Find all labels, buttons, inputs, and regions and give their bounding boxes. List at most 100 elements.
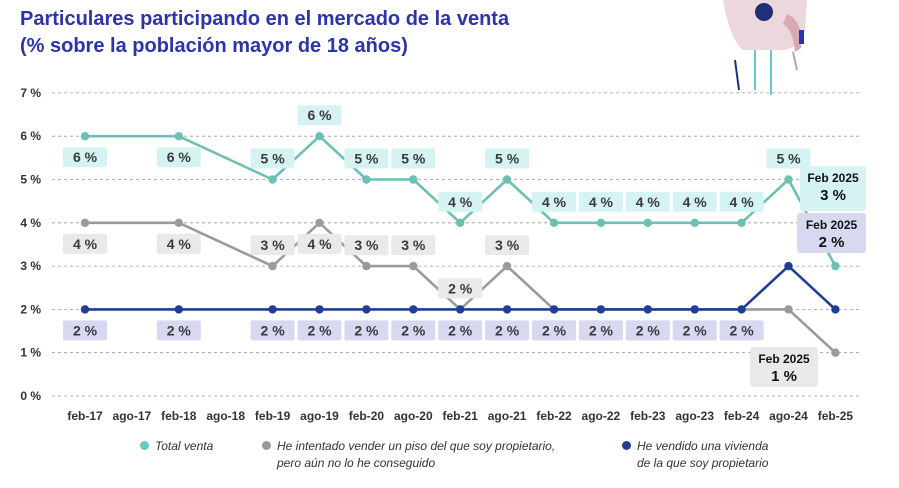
data-label-bg	[344, 320, 389, 341]
data-label-bg	[719, 320, 764, 341]
data-label-total-venta: 4 %	[625, 191, 670, 212]
data-label-bg	[297, 105, 342, 126]
data-label-text: 2 %	[401, 322, 426, 338]
data-label-text: 6 %	[167, 149, 192, 165]
legend-item-intentado-vender: He intentado vender un piso del que soy …	[262, 438, 555, 472]
data-point-intentado-vender	[362, 261, 371, 271]
data-label-text: 4 %	[167, 236, 192, 252]
data-label-bg	[532, 320, 576, 341]
data-point-intentado-vender	[409, 261, 418, 271]
data-label-text: 5 %	[261, 151, 286, 167]
data-label-vendido-vivienda: 2 %	[672, 320, 717, 341]
data-label-text: 5 %	[776, 151, 801, 167]
data-label-text: 4 %	[542, 194, 567, 210]
data-point-intentado-vender	[315, 218, 324, 227]
data-point-vendido-vivienda	[315, 305, 324, 314]
x-tick-label: feb-23	[630, 409, 666, 423]
y-tick-label: 2 %	[20, 302, 41, 316]
x-tick-label: ago-20	[394, 409, 433, 423]
data-label-text: 4 %	[589, 194, 614, 210]
data-label-text: 4 %	[73, 236, 98, 252]
data-label-text: 6 %	[307, 107, 332, 123]
data-point-vendido-vivienda	[690, 305, 699, 314]
data-label-intentado-vender: 3 %	[250, 235, 295, 256]
data-label-total-venta: 6 %	[297, 105, 342, 126]
data-label-text: 3 %	[495, 237, 520, 253]
chart-title-line1: Particulares participando en el mercado …	[20, 8, 510, 30]
data-label-vendido-vivienda: 2 %	[391, 320, 436, 341]
legend-label-intentado-vender: He intentado vender un piso del que soy …	[277, 438, 555, 472]
x-tick-label: ago-21	[488, 409, 527, 423]
y-tick-label: 5 %	[20, 173, 41, 187]
data-label-text: 2 %	[730, 322, 755, 338]
data-label-bg	[485, 148, 530, 169]
person-illustration	[723, 0, 807, 95]
data-point-total-venta	[174, 132, 183, 141]
data-label-text: 2 %	[261, 322, 286, 338]
x-tick-label: feb-22	[536, 409, 572, 423]
legend-label-vendido-vivienda-line1: He vendido una vivienda	[637, 439, 769, 453]
data-label-text: 5 %	[354, 151, 379, 167]
data-label-bg	[578, 320, 623, 341]
data-label-bg	[391, 148, 436, 169]
data-point-total-venta	[784, 175, 793, 184]
annotation-bg	[800, 166, 866, 211]
data-label-bg	[156, 233, 201, 254]
data-label-bg	[438, 191, 483, 212]
data-label-total-venta: 5 %	[391, 148, 436, 169]
data-label-intentado-vender: 4 %	[63, 233, 107, 254]
data-label-total-venta: 4 %	[578, 191, 623, 212]
data-label-bg	[156, 147, 201, 168]
legend-label-total-venta: Total venta	[155, 439, 214, 453]
data-label-bg	[63, 320, 107, 341]
data-label-vendido-vivienda: 2 %	[250, 320, 295, 341]
data-label-text: 3 %	[354, 237, 379, 253]
y-tick-label: 4 %	[20, 216, 41, 230]
data-label-total-venta: 5 %	[766, 148, 811, 169]
data-point-vendido-vivienda	[268, 305, 277, 314]
data-point-vendido-vivienda	[831, 305, 840, 314]
data-label-text: 2 %	[589, 322, 614, 338]
annotation-total-venta: Feb 2025 3 %	[800, 166, 866, 211]
data-point-vendido-vivienda	[502, 305, 512, 314]
data-label-vendido-vivienda: 2 %	[719, 320, 764, 341]
data-label-vendido-vivienda: 2 %	[532, 320, 576, 341]
annotation-value: 2 %	[819, 234, 845, 251]
data-point-vendido-vivienda	[362, 305, 371, 314]
data-label-bg	[672, 320, 717, 341]
data-label-bg	[766, 148, 811, 169]
annotation-title: Feb 2025	[806, 218, 858, 232]
data-label-text: 2 %	[73, 322, 98, 338]
data-label-vendido-vivienda: 2 %	[63, 320, 107, 341]
data-label-vendido-vivienda: 2 %	[156, 320, 201, 341]
legend-label-vendido-vivienda: He vendido una vivienda de la que soy pr…	[637, 438, 768, 472]
data-label-bg	[485, 320, 530, 341]
data-label-bg	[391, 235, 436, 256]
data-point-total-venta	[362, 175, 371, 184]
data-label-text: 2 %	[495, 322, 520, 338]
data-label-text: 4 %	[448, 194, 473, 210]
data-label-vendido-vivienda: 2 %	[344, 320, 389, 341]
data-label-intentado-vender: 3 %	[344, 235, 389, 256]
data-label-text: 2 %	[683, 322, 708, 338]
data-label-bg	[625, 191, 670, 212]
x-tick-label: feb-25	[818, 409, 854, 423]
data-point-vendido-vivienda	[596, 305, 606, 314]
legend-item-vendido-vivienda: He vendido una vivienda de la que soy pr…	[622, 438, 768, 472]
data-point-total-venta	[456, 218, 465, 227]
data-label-text: 2 %	[448, 322, 473, 338]
data-label-text: 2 %	[542, 322, 567, 338]
y-axis-ticks: 0 % 1 % 2 % 3 % 4 % 5 % 6 % 7 %	[20, 86, 41, 403]
data-point-total-venta	[80, 132, 90, 141]
data-point-intentado-vender	[268, 261, 277, 271]
annotation-bg	[797, 213, 866, 253]
legend-item-total-venta: Total venta	[140, 438, 213, 455]
legend-marker-vendido-vivienda	[622, 441, 631, 450]
data-label-bg	[672, 191, 717, 212]
chart-grid	[52, 92, 862, 397]
data-labels: 6 % 6 % 5 % 6 % 5 % 5 % 4 % 5 % 4 % 4 % 4 % 4 % 4 % 5…	[63, 105, 811, 341]
legend-marker-intentado-vender	[262, 441, 271, 450]
data-point-total-venta	[643, 218, 652, 227]
data-label-bg	[156, 320, 201, 341]
